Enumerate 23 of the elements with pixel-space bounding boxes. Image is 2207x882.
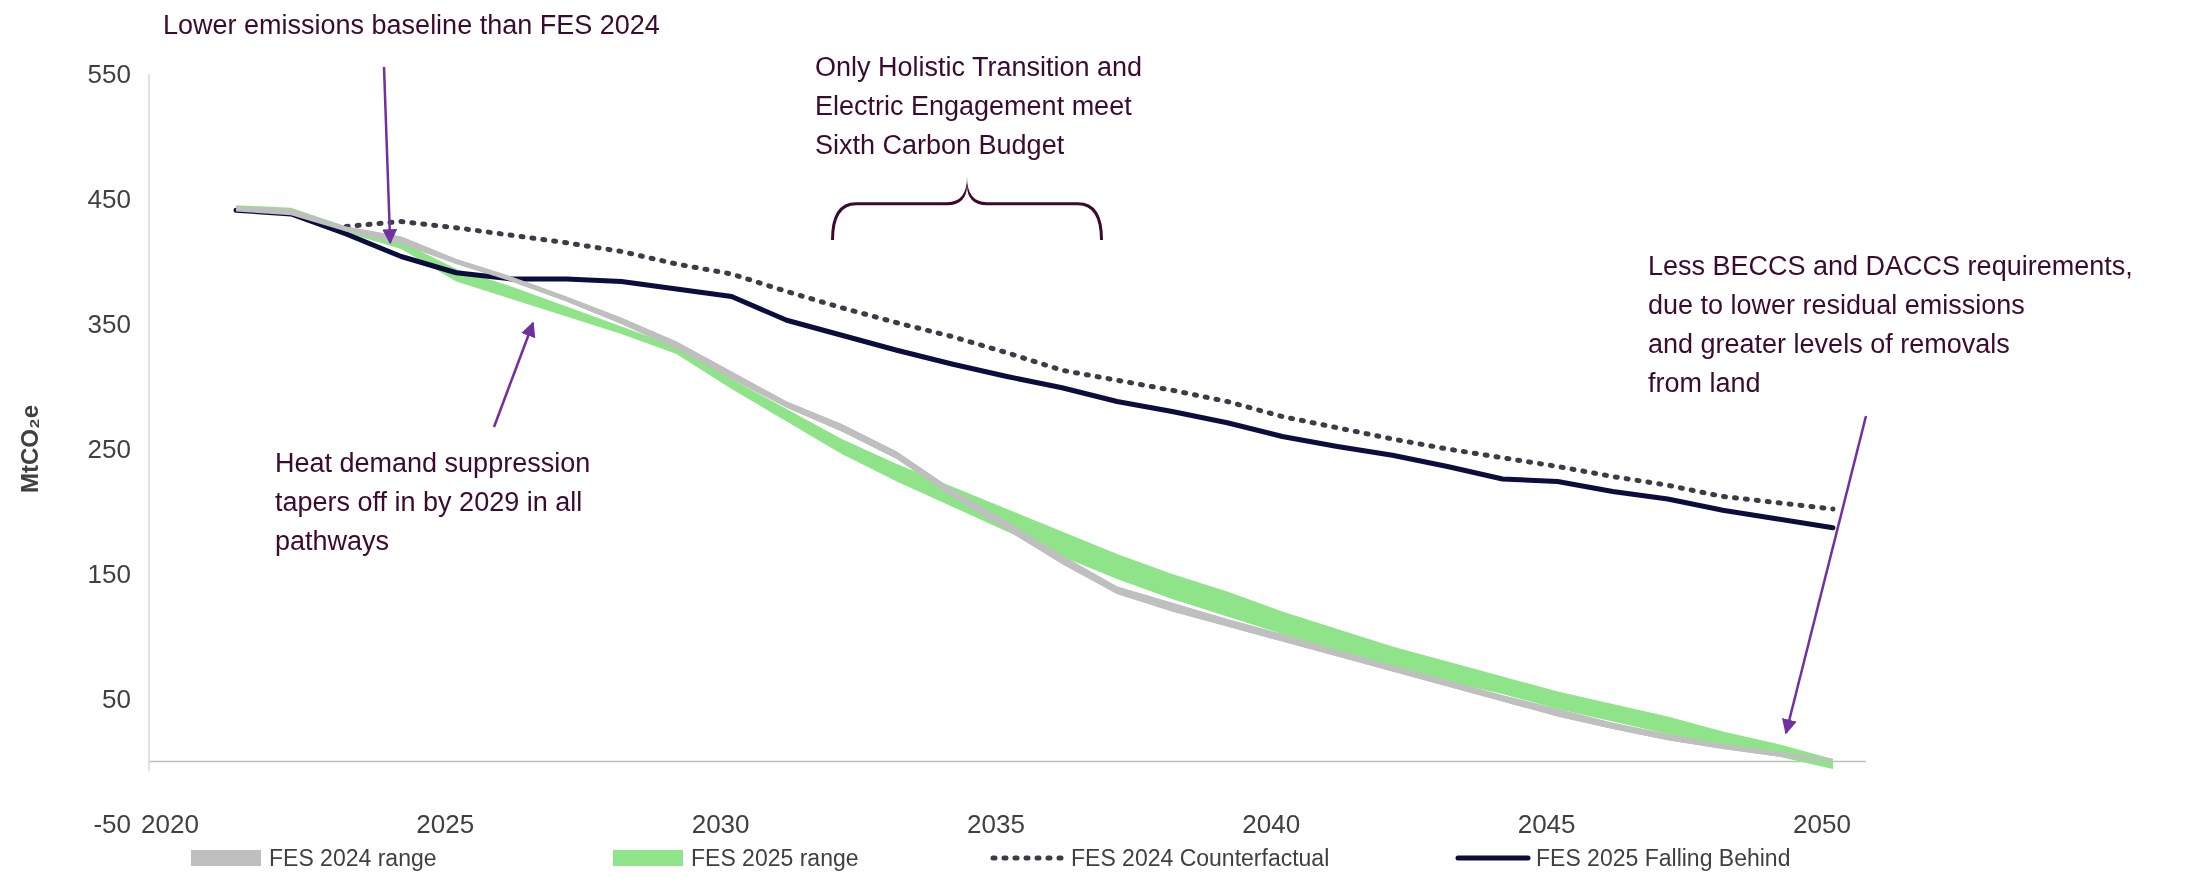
x-tick-label: 2020 bbox=[141, 809, 199, 840]
y-tick-label: -50 bbox=[93, 809, 131, 840]
y-tick-label: 250 bbox=[87, 434, 131, 465]
y-tick-label: 550 bbox=[87, 59, 131, 90]
annotation: Less BECCS and DACCS requirements, due to lower residual emissions and greater levels of removals from land bbox=[1648, 251, 2133, 398]
legend-label: FES 2025 range bbox=[691, 845, 859, 872]
y-tick-label: 150 bbox=[87, 559, 131, 590]
legend-label: FES 2024 range bbox=[269, 845, 437, 872]
x-tick-label: 2025 bbox=[416, 809, 475, 840]
legend-label: FES 2024 Counterfactual bbox=[1071, 845, 1330, 872]
legend-label: FES 2025 Falling Behind bbox=[1536, 845, 1791, 872]
x-tick-label: 2030 bbox=[691, 809, 750, 840]
y-tick-label: 450 bbox=[87, 184, 131, 215]
x-tick-label: 2045 bbox=[1517, 809, 1576, 840]
x-tick-label: 2035 bbox=[967, 809, 1025, 840]
annotation: Only Holistic Transition and Electric Engagement meet Sixth Carbon Budget bbox=[815, 52, 1143, 160]
y-tick-label: 50 bbox=[102, 684, 131, 715]
annotation: Lower emissions baseline than FES 2024 bbox=[163, 10, 660, 40]
x-tick-label: 2040 bbox=[1242, 809, 1301, 840]
x-tick-label: 2050 bbox=[1793, 809, 1851, 840]
annotation: Heat demand suppression tapers off in by 2029 in all pathways bbox=[275, 448, 591, 556]
y-axis-title: MtCO₂e bbox=[16, 405, 43, 493]
y-tick-label: 350 bbox=[87, 309, 131, 340]
